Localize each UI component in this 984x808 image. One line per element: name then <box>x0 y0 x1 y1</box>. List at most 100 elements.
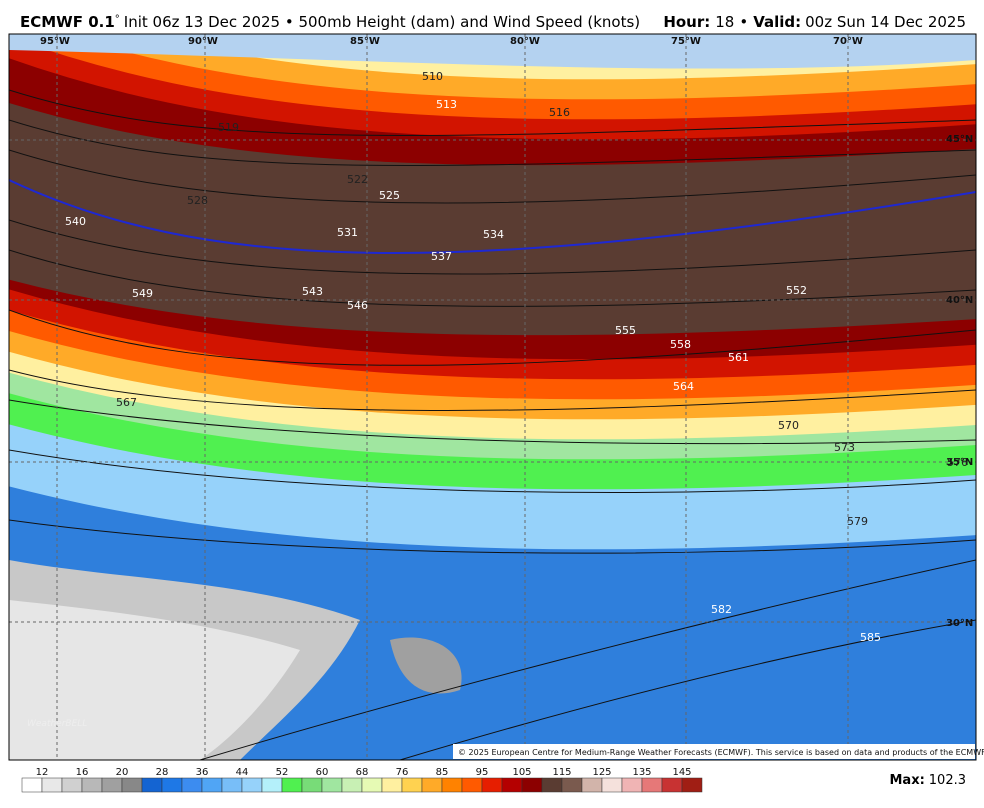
contour-label: 582 <box>711 603 732 616</box>
colorbar-tick-label: 135 <box>632 767 651 778</box>
colorbar-tick-label: 115 <box>552 767 571 778</box>
valid-value: 00z Sun 14 Dec 2025 <box>805 13 966 31</box>
colorbar-swatch <box>221 777 243 793</box>
colorbar-tick-label: 76 <box>396 767 409 778</box>
colorbar-swatch <box>561 777 583 793</box>
contour-label: 579 <box>847 515 868 528</box>
colorbar-swatch <box>581 777 603 793</box>
colorbar-tick-label: 105 <box>512 767 531 778</box>
max-value: 102.3 <box>929 773 966 788</box>
colorbar-swatch <box>421 777 443 793</box>
colorbar-swatch <box>541 777 563 793</box>
colorbar-tick-label: 12 <box>36 767 49 778</box>
contour-label: 573 <box>834 441 855 454</box>
contour-label: 555 <box>615 324 636 337</box>
colorbar-swatch <box>361 777 383 793</box>
colorbar-swatch <box>441 777 463 793</box>
contour-label: 564 <box>673 380 694 393</box>
colorbar-swatch <box>141 777 163 793</box>
contour-label: 513 <box>436 98 457 111</box>
colorbar-tick-label: 145 <box>672 767 691 778</box>
model-sup: ° <box>115 14 120 25</box>
colorbar-swatch <box>161 777 183 793</box>
header-right: Hour: 18 • Valid: 00z Sun 14 Dec 2025 <box>663 13 966 31</box>
colorbar-swatch <box>301 777 323 793</box>
contour-label: 528 <box>187 194 208 207</box>
colorbar-tick-label: 68 <box>356 767 369 778</box>
colorbar-swatch <box>401 777 423 793</box>
colorbar-swatch <box>201 777 223 793</box>
colorbar-swatch <box>121 777 143 793</box>
contour-label: 561 <box>728 351 749 364</box>
contour-label: 537 <box>431 250 452 263</box>
colorbar-tick-label: 44 <box>236 767 249 778</box>
colorbar-swatch <box>281 777 303 793</box>
colorbar-swatch <box>481 777 503 793</box>
contour-label: 522 <box>347 173 368 186</box>
longitude-label: 85°W <box>350 36 380 47</box>
max-label: Max: <box>889 773 924 788</box>
colorbar-tick-label: 36 <box>196 767 209 778</box>
contour-label: 519 <box>218 121 239 134</box>
contour-label: 540 <box>65 215 86 228</box>
colorbar-tick-label: 125 <box>592 767 611 778</box>
copyright-box <box>453 744 975 759</box>
colorbar-swatch <box>601 777 623 793</box>
longitude-label: 70°W <box>833 36 863 47</box>
longitude-label: 90°W <box>188 36 218 47</box>
colorbar-swatch <box>461 777 483 793</box>
contour-label: 525 <box>379 189 400 202</box>
longitude-label: 80°W <box>510 36 540 47</box>
colorbar-swatch <box>181 777 203 793</box>
colorbar-swatch <box>261 777 283 793</box>
longitude-label: 75°W <box>671 36 701 47</box>
hour-value: 18 <box>715 13 734 31</box>
contour-label: 567 <box>116 396 137 409</box>
longitude-label: 95°W <box>40 36 70 47</box>
colorbar-tick-label: 60 <box>316 767 329 778</box>
latitude-label: 30°N <box>946 618 973 629</box>
colorbar-tick-label: 20 <box>116 767 129 778</box>
contour-label: 552 <box>786 284 807 297</box>
contour-label: 585 <box>860 631 881 644</box>
colorbar-swatch <box>641 777 663 793</box>
colorbar-swatch <box>661 777 683 793</box>
colorbar-swatch <box>341 777 363 793</box>
colorbar-swatch <box>521 777 543 793</box>
contour-label: 549 <box>132 287 153 300</box>
copyright: © 2025 European Centre for Medium-Range … <box>458 748 984 757</box>
colorbar-tick-label: 85 <box>436 767 449 778</box>
colorbar-swatch <box>61 777 83 793</box>
colorbar-swatch <box>321 777 343 793</box>
contour-label: 570 <box>778 419 799 432</box>
watermark: WeatherBELL <box>27 719 87 729</box>
contour-label: 516 <box>549 106 570 119</box>
contour-label: 534 <box>483 228 504 241</box>
max: Max: 102.3 <box>889 773 966 788</box>
colorbar-swatch <box>21 777 43 793</box>
hour-label: Hour: <box>663 13 710 31</box>
latitude-label: 40°N <box>946 295 973 306</box>
contour-label: 558 <box>670 338 691 351</box>
colorbar-swatch <box>81 777 103 793</box>
contour-label: 510 <box>422 70 443 83</box>
contour-label: 543 <box>302 285 323 298</box>
init: Init 06z 13 Dec 2025 • 500mb Height (dam… <box>124 13 640 31</box>
model: ECMWF 0.1 <box>20 13 115 31</box>
colorbar-swatch <box>41 777 63 793</box>
colorbar-swatch <box>381 777 403 793</box>
valid-label: Valid: <box>753 13 801 31</box>
contour-label: 576 <box>947 456 968 469</box>
contour-label: 546 <box>347 299 368 312</box>
map <box>9 34 976 760</box>
header-left: ECMWF 0.1° Init 06z 13 Dec 2025 • 500mb H… <box>20 13 640 31</box>
latitude-label: 35°N <box>946 457 973 468</box>
latitude-label: 45°N <box>946 134 973 145</box>
colorbar-tick-label: 52 <box>276 767 289 778</box>
separator: • <box>739 13 748 31</box>
colorbar-swatch <box>241 777 263 793</box>
colorbar-tick-label: 28 <box>156 767 169 778</box>
colorbar-tick-label: 95 <box>476 767 489 778</box>
contour-labels: 510 513 516 519 522 525 528 531 534 537 … <box>65 70 968 644</box>
